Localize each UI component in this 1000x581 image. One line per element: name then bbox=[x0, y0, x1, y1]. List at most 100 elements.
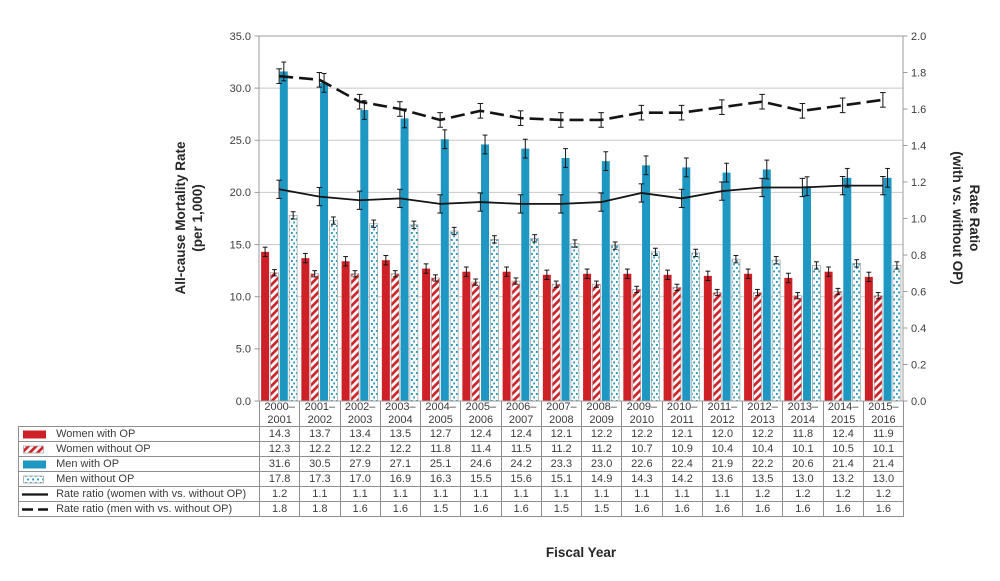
value-cell: 10.9 bbox=[661, 441, 703, 457]
y-left-tick-label: 5.0 bbox=[236, 344, 251, 356]
value-cell: 10.1 bbox=[782, 441, 824, 457]
value-cell: 17.8 bbox=[258, 471, 301, 487]
year-cell: 2011– 2012 bbox=[701, 401, 744, 427]
value-cell: 13.4 bbox=[339, 426, 381, 442]
bar bbox=[731, 258, 741, 402]
legend-item-rate-ratio-women-with-vs-without-op: Rate ratio (women with vs. without OP) bbox=[18, 486, 260, 502]
value-cell: 23.0 bbox=[580, 456, 623, 472]
bar bbox=[642, 165, 651, 401]
legend-item-women-without-op: Women without OP bbox=[18, 441, 260, 457]
value-cell: 1.1 bbox=[701, 486, 744, 502]
value-cell: 12.3 bbox=[258, 441, 301, 457]
value-cell: 23.3 bbox=[540, 456, 583, 472]
bar bbox=[502, 271, 511, 401]
bar bbox=[744, 273, 753, 401]
year-cell: 2010– 2011 bbox=[661, 401, 703, 427]
year-cell: 2002– 2003 bbox=[339, 401, 381, 427]
y-right-tick-label: 0.6 bbox=[911, 286, 926, 298]
value-cell: 10.4 bbox=[701, 441, 744, 457]
value-cell: 13.7 bbox=[299, 426, 341, 442]
value-cell: 13.6 bbox=[701, 471, 744, 487]
bar bbox=[369, 223, 379, 402]
value-cell: 11.8 bbox=[782, 426, 824, 442]
value-cell: 30.5 bbox=[299, 456, 341, 472]
value-cell: 15.6 bbox=[500, 471, 542, 487]
bar bbox=[623, 273, 632, 401]
bar bbox=[703, 275, 712, 401]
value-cell: 17.0 bbox=[339, 471, 381, 487]
y-right-tick-label: 0.2 bbox=[911, 359, 926, 371]
bar bbox=[722, 172, 731, 401]
error-bars-rate-ratio-men-with-vs-without-op bbox=[276, 68, 886, 128]
bar bbox=[320, 82, 329, 402]
y-left-tick-label: 15.0 bbox=[230, 239, 251, 251]
value-cell: 12.2 bbox=[580, 426, 623, 442]
bar bbox=[400, 118, 409, 401]
bar bbox=[753, 292, 762, 402]
year-cell: 2004– 2005 bbox=[419, 401, 462, 427]
bar-series-men-without-op bbox=[288, 211, 902, 402]
value-cell: 11.9 bbox=[862, 426, 905, 442]
value-cell: 12.1 bbox=[661, 426, 703, 442]
line-rate-ratio-men-with-vs-without-op bbox=[279, 74, 884, 122]
year-cell: 2007– 2008 bbox=[540, 401, 583, 427]
year-cell: 2014– 2015 bbox=[822, 401, 864, 427]
value-cell: 1.8 bbox=[299, 501, 341, 517]
bar bbox=[833, 291, 843, 402]
bar bbox=[712, 292, 722, 402]
value-cell: 1.6 bbox=[862, 501, 905, 517]
bar bbox=[511, 280, 521, 402]
value-cell: 1.1 bbox=[379, 486, 422, 502]
value-cell: 21.4 bbox=[822, 456, 864, 472]
legend-swatch-dashed-black-icon bbox=[20, 503, 54, 515]
legend-label: Women with OP bbox=[56, 428, 136, 441]
value-cell: 1.1 bbox=[299, 486, 341, 502]
y-right-tick-label: 1.4 bbox=[911, 140, 926, 152]
bar bbox=[583, 273, 592, 401]
bar bbox=[663, 274, 672, 401]
error-bars-rate-ratio-women-with-vs-without-op bbox=[276, 176, 886, 214]
bar bbox=[682, 167, 691, 401]
bar bbox=[328, 220, 338, 402]
y-left-tick-label: 35.0 bbox=[230, 31, 251, 43]
y-right-title-line2: (with vs. without OP) bbox=[950, 151, 965, 285]
value-cell: 11.5 bbox=[500, 441, 542, 457]
value-cell: 16.9 bbox=[379, 471, 422, 487]
value-cell: 1.2 bbox=[822, 486, 864, 502]
table-row-men-with-op: Men with OP 31.6 30.5 27.9 27.1 25.1 24.6 24.2 2… bbox=[18, 456, 905, 472]
bar bbox=[409, 224, 419, 402]
value-cell: 21.9 bbox=[701, 456, 744, 472]
bar bbox=[803, 186, 812, 401]
value-cell: 11.2 bbox=[580, 441, 623, 457]
value-cell: 1.6 bbox=[822, 501, 864, 517]
value-cell: 1.6 bbox=[500, 501, 542, 517]
bar bbox=[310, 273, 320, 402]
y-left-title-line2: (per 1,000) bbox=[190, 184, 205, 252]
value-cell: 12.2 bbox=[621, 426, 663, 442]
value-cell: 12.4 bbox=[822, 426, 864, 442]
value-cell: 12.2 bbox=[379, 441, 422, 457]
year-cell: 2008– 2009 bbox=[580, 401, 623, 427]
table-row-men-without-op: Men without OP 17.8 17.3 17.0 16.9 16.3 15.5 15… bbox=[18, 471, 905, 487]
value-cell: 11.4 bbox=[460, 441, 502, 457]
bar-series-women-with-op bbox=[261, 246, 873, 401]
bar bbox=[440, 139, 449, 402]
value-cell: 13.5 bbox=[379, 426, 422, 442]
value-cell: 1.6 bbox=[701, 501, 744, 517]
bar-series-men-with-op bbox=[279, 61, 892, 402]
value-cell: 14.3 bbox=[621, 471, 663, 487]
year-cell: 2001– 2002 bbox=[299, 401, 341, 427]
bar bbox=[422, 268, 431, 401]
x-axis-title: Fiscal Year bbox=[545, 545, 617, 560]
bar bbox=[691, 252, 701, 402]
value-cell: 27.1 bbox=[379, 456, 422, 472]
bar bbox=[551, 283, 561, 402]
legend-item-women-with-op: Women with OP bbox=[18, 426, 260, 442]
value-cell: 10.1 bbox=[862, 441, 905, 457]
bar bbox=[864, 276, 873, 401]
value-cell: 1.1 bbox=[500, 486, 542, 502]
year-cell: 2013– 2014 bbox=[782, 401, 824, 427]
y-left-axis-ticks: 0.0 5.0 10.0 15.0 20.0 25.0 30.0 35.0 bbox=[230, 31, 259, 408]
y-right-axis-ticks: 0.0 0.2 0.4 0.6 0.8 1.0 1.2 1.4 1.6 1.8 2.0 bbox=[903, 31, 926, 408]
